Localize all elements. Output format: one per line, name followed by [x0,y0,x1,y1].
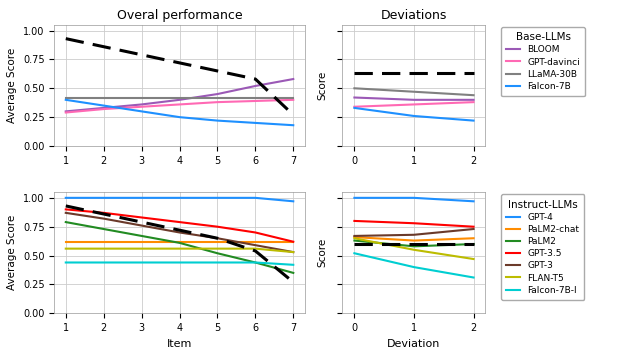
X-axis label: Deviation: Deviation [387,338,441,349]
X-axis label: Item: Item [167,338,192,349]
Y-axis label: Score: Score [317,238,327,267]
Y-axis label: Score: Score [317,71,327,100]
Y-axis label: Average Score: Average Score [8,48,17,123]
Legend: BLOOM, GPT-davinci, LLaMA-30B, Falcon-7B: BLOOM, GPT-davinci, LLaMA-30B, Falcon-7B [501,27,585,96]
Title: Deviations: Deviations [381,9,447,22]
Legend: GPT-4, PaLM2-chat, PaLM2, GPT-3.5, GPT-3, FLAN-T5, Falcon-7B-I: GPT-4, PaLM2-chat, PaLM2, GPT-3.5, GPT-3… [501,194,584,300]
Title: Overal performance: Overal performance [116,9,243,22]
Y-axis label: Average Score: Average Score [8,215,17,290]
